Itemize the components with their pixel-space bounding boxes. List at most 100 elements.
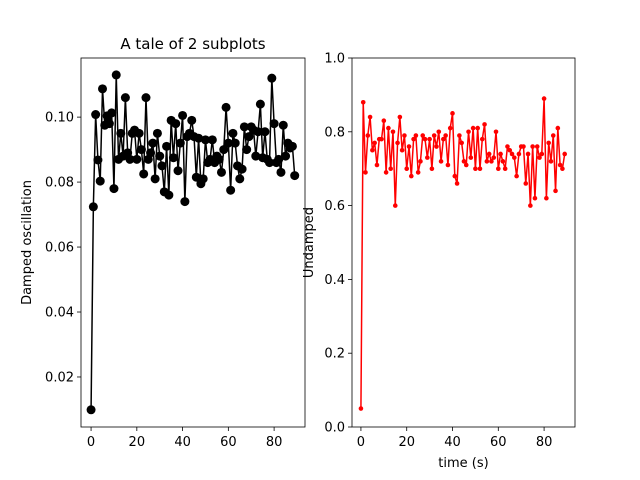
data-point (445, 162, 451, 168)
data-point (452, 173, 458, 179)
data-point (388, 166, 393, 171)
data-line (360, 98, 566, 409)
data-point (521, 144, 526, 149)
data-point (557, 162, 563, 168)
data-point (383, 170, 389, 175)
data-point (287, 141, 297, 151)
data-point (93, 155, 103, 165)
data-point (269, 119, 279, 129)
data-point (125, 154, 135, 164)
x-tick-label: 40 (174, 435, 191, 450)
data-point (381, 118, 387, 124)
data-point (562, 151, 567, 157)
y-tick-label: 0.06 (45, 241, 74, 256)
axes-frame (351, 57, 576, 428)
data-point (450, 111, 455, 116)
data-point (120, 93, 130, 103)
data-point (459, 140, 464, 146)
data-point (404, 166, 410, 171)
data-point (473, 166, 478, 171)
data-point (253, 127, 263, 137)
data-point (178, 110, 188, 120)
y-tick-label: 0.4 (324, 273, 345, 288)
y-tick-label: 0.2 (324, 347, 345, 362)
data-point (104, 119, 114, 129)
data-point (360, 99, 366, 105)
data-point (500, 159, 506, 164)
data-point (486, 151, 492, 157)
data-point (434, 144, 439, 149)
data-point (109, 184, 119, 194)
x-axis-label: time (s) (438, 456, 488, 471)
data-point (525, 151, 531, 157)
data-point (498, 151, 503, 157)
data-point (477, 166, 483, 171)
data-point (553, 188, 558, 194)
y-axis-label: Undamped (302, 207, 317, 278)
data-point (267, 73, 277, 83)
data-point (173, 166, 183, 176)
data-point (219, 145, 229, 155)
data-point (235, 174, 245, 184)
data-point (532, 195, 538, 201)
data-point (255, 99, 265, 109)
data-point (367, 114, 373, 120)
x-tick-label: 80 (536, 435, 553, 450)
data-point (397, 114, 403, 120)
subplot-title: A tale of 2 subplots (120, 35, 265, 53)
data-point (164, 190, 174, 200)
data-point (276, 167, 286, 177)
data-point (489, 159, 494, 164)
data-point (541, 96, 547, 101)
data-point (372, 140, 377, 146)
data-point (365, 133, 371, 138)
data-point (111, 70, 121, 80)
data-point (399, 147, 405, 153)
data-point (528, 203, 533, 208)
data-point (116, 128, 126, 138)
y-tick-label: 1.0 (324, 52, 345, 67)
data-point (479, 136, 485, 142)
data-point (207, 135, 217, 145)
data-point (484, 159, 490, 164)
data-point (530, 144, 535, 149)
data-point (427, 136, 432, 142)
data-point (171, 119, 181, 129)
data-point (390, 129, 396, 135)
x-tick-label: 0 (357, 435, 365, 450)
y-axis-label: Damped oscillation (20, 180, 35, 305)
data-point (370, 147, 375, 153)
data-point (251, 151, 261, 161)
data-point (152, 128, 162, 138)
data-point (482, 122, 487, 127)
data-point (461, 159, 467, 164)
data-point (194, 133, 204, 143)
data-point (168, 153, 178, 163)
data-point (88, 202, 98, 212)
data-point (470, 125, 476, 131)
data-point (466, 129, 471, 135)
data-point (237, 164, 247, 174)
data-point (363, 170, 368, 175)
data-point (555, 125, 561, 131)
data-point (278, 120, 288, 130)
data-point (162, 141, 172, 151)
data-point (512, 155, 517, 160)
data-point (260, 127, 270, 137)
data-point (438, 159, 444, 164)
data-point (516, 151, 522, 157)
data-point (141, 93, 151, 103)
data-point (157, 161, 167, 171)
data-point (491, 155, 497, 160)
axes-frame (80, 57, 306, 428)
data-point (358, 406, 364, 411)
data-point (244, 132, 254, 142)
data-point (415, 170, 421, 175)
data-point (274, 154, 284, 164)
data-point (98, 84, 108, 94)
data-point (107, 108, 117, 118)
data-point (386, 125, 391, 131)
data-point (214, 154, 224, 164)
